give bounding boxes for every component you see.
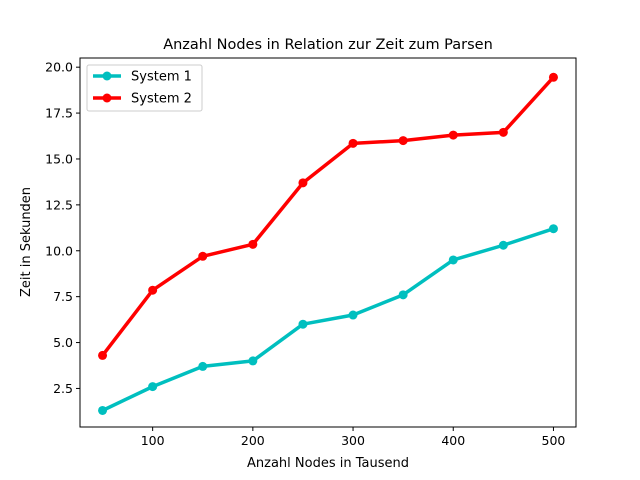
data-point-system-1 [198,361,208,371]
data-point-system-1 [148,382,158,392]
y-tick-label: 2.5 [53,381,73,396]
y-tick-label: 7.5 [53,289,73,304]
y-axis-label: Zeit in Sekunden [19,187,34,297]
legend-marker-system-1 [102,71,112,81]
axes-frame [79,57,577,428]
data-point-system-2 [198,251,208,261]
y-tick-label: 20.0 [45,60,73,75]
data-point-system-2 [98,350,108,360]
x-tick-label: 300 [341,433,365,448]
data-point-system-1 [248,356,258,366]
data-point-system-1 [298,319,308,329]
data-point-system-2 [348,138,358,148]
legend-label-system-1: System 1 [131,70,192,85]
data-point-system-1 [548,224,558,234]
x-tick-label: 200 [241,433,265,448]
plot-area: 100 200 300 400 500 2.5 5.0 7.5 10.0 12.5 15.0 17.5… [45,60,565,448]
data-point-system-1 [348,310,358,320]
data-point-system-1 [498,240,508,250]
legend: System 1 System 2 [86,64,203,112]
data-point-system-2 [448,130,458,140]
y-tick-label: 17.5 [45,106,73,121]
x-tick-label: 400 [441,433,465,448]
y-tick-label: 12.5 [45,197,73,212]
data-point-system-1 [398,290,408,300]
data-point-system-2 [248,239,258,249]
data-point-system-1 [448,255,458,265]
y-tick-label: 10.0 [45,243,73,258]
x-axis-label: Anzahl Nodes in Tausend [247,456,409,471]
y-tick-label: 5.0 [53,335,73,350]
data-point-system-2 [148,285,158,295]
data-point-system-2 [398,136,408,146]
legend-label-system-2: System 2 [131,92,192,107]
y-tick-label: 15.0 [45,151,73,166]
series-line-system-1 [100,226,556,413]
data-point-system-2 [298,178,308,188]
legend-marker-system-2 [102,93,112,103]
x-tick-label: 100 [141,433,165,448]
data-point-system-1 [98,405,108,415]
data-point-system-2 [548,72,558,82]
x-tick-label: 500 [542,433,566,448]
series-line-system-2 [100,74,556,358]
chart-title: Anzahl Nodes in Relation zur Zeit zum Pa… [163,37,493,53]
data-point-system-2 [498,127,508,137]
